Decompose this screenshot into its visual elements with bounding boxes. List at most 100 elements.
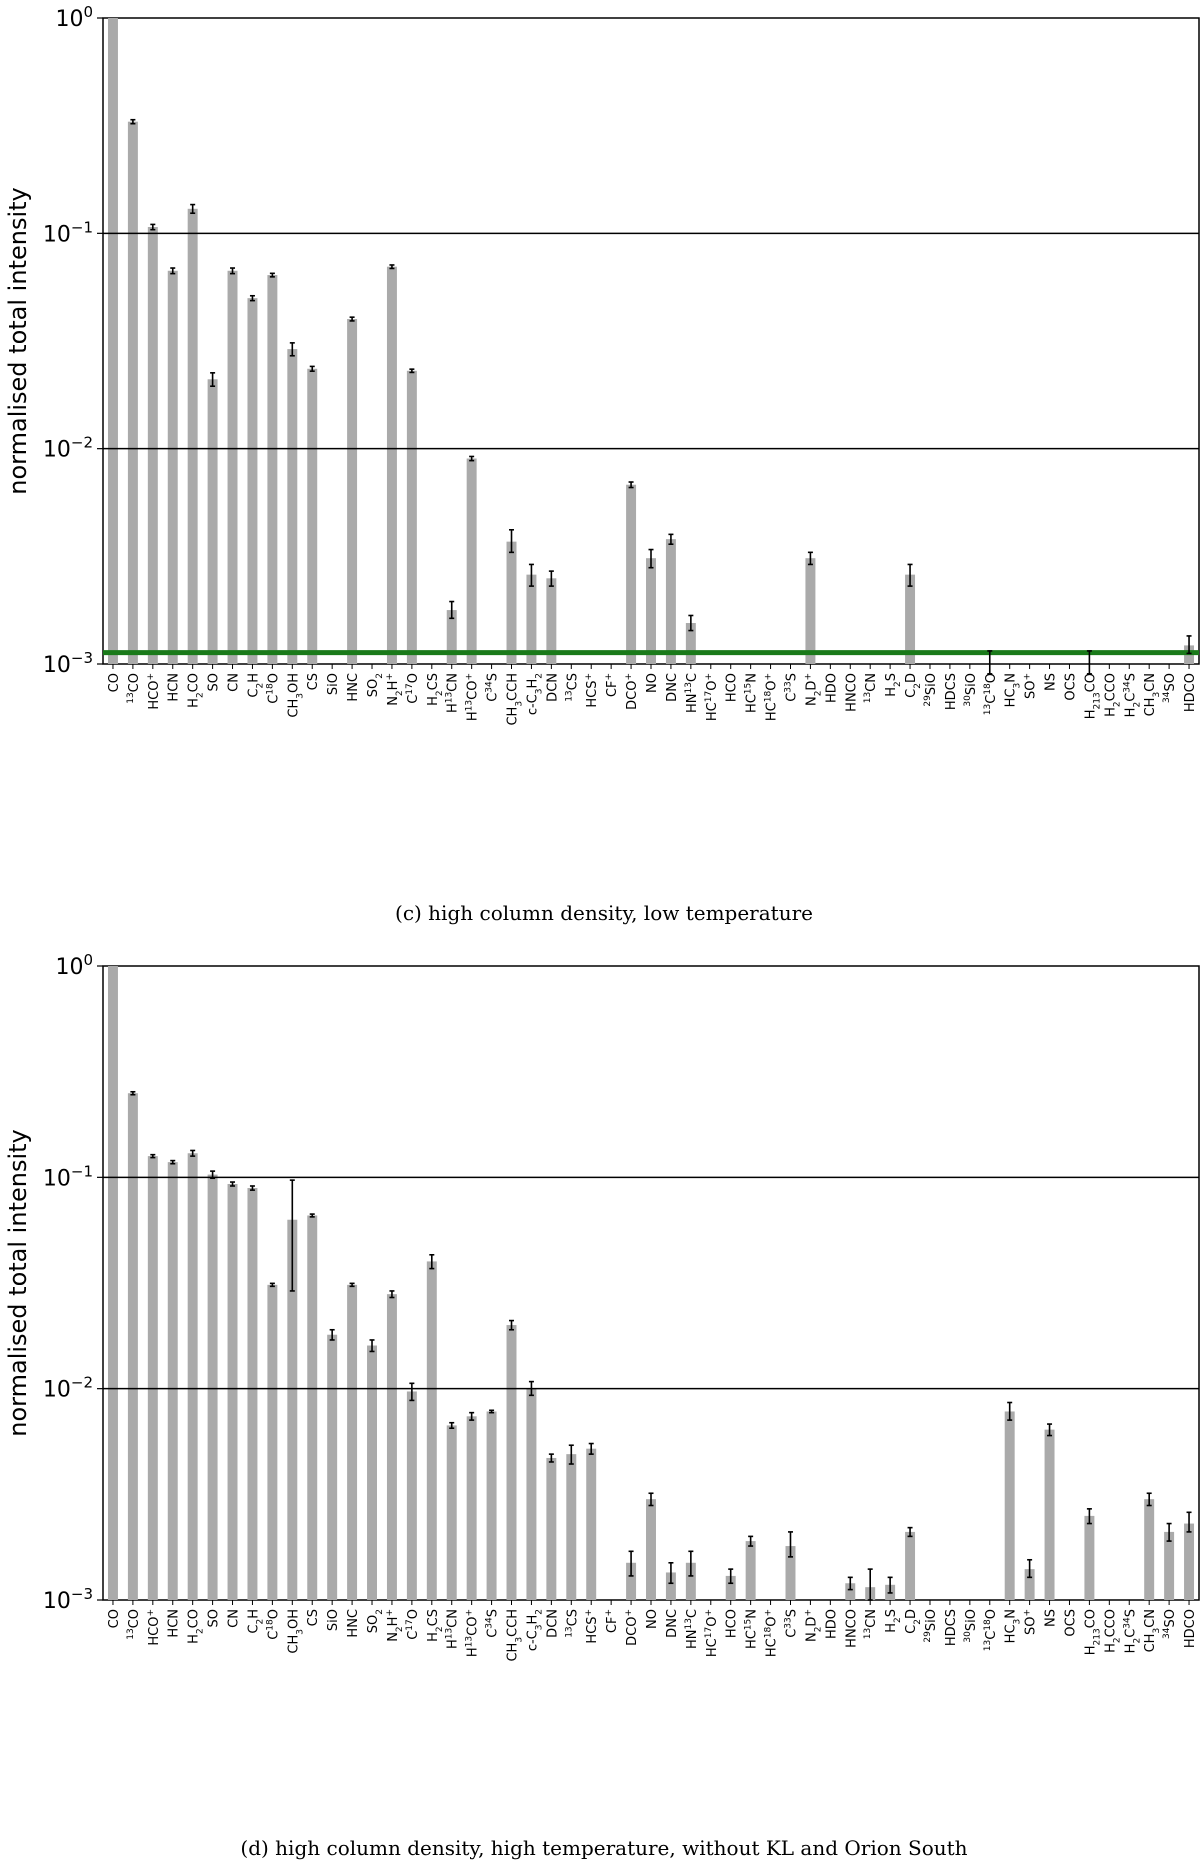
x-tick-label: H13CN bbox=[445, 1609, 461, 1649]
x-tick-label: SO2 bbox=[366, 1609, 385, 1633]
bar bbox=[1164, 1531, 1175, 1600]
x-tick-label: H2CS bbox=[426, 673, 445, 706]
bar bbox=[745, 1541, 756, 1600]
x-tick-label: HDCS bbox=[944, 673, 959, 710]
category-label: 30SiO bbox=[963, 673, 979, 707]
x-tick-label: CN bbox=[227, 1609, 242, 1628]
error-bar bbox=[847, 1576, 853, 1591]
error-bar bbox=[489, 1409, 495, 1414]
error-bar bbox=[369, 1339, 375, 1353]
x-tick-label: DCO+ bbox=[624, 1609, 640, 1646]
category-label: HDO bbox=[824, 673, 839, 703]
x-tick-label: C33S bbox=[783, 1609, 799, 1638]
bar bbox=[1044, 1429, 1055, 1600]
bar bbox=[845, 1583, 856, 1600]
error-bar bbox=[1007, 1401, 1013, 1421]
category-label: CS bbox=[306, 1609, 321, 1626]
x-tick-label: NO bbox=[645, 1609, 660, 1629]
category-label: H2CS bbox=[426, 673, 445, 706]
category-label: HNCO bbox=[844, 673, 859, 712]
bar bbox=[367, 1345, 377, 1600]
x-tick-label: CH3CN bbox=[1143, 673, 1162, 716]
category-label: DCO+ bbox=[624, 673, 640, 710]
bar bbox=[247, 1188, 258, 1600]
bar bbox=[127, 121, 138, 665]
category-label: DNC bbox=[665, 673, 680, 702]
x-tick-label: HC17O+ bbox=[704, 1609, 720, 1657]
error-bar bbox=[648, 548, 654, 569]
category-label: H13CN bbox=[445, 673, 461, 713]
x-tick-label: CF+ bbox=[604, 1609, 620, 1633]
y-tick-label: 10−1 bbox=[43, 218, 93, 247]
x-tick-label: HNC bbox=[346, 673, 361, 702]
x-tick-label: 13C18O bbox=[983, 673, 999, 715]
category-label: H2C34S bbox=[1122, 673, 1142, 717]
bar bbox=[287, 1219, 298, 1600]
error-bar bbox=[807, 551, 813, 566]
x-tick-label: N2D+ bbox=[803, 673, 823, 706]
bar bbox=[506, 541, 517, 664]
category-label: CO bbox=[107, 1609, 122, 1628]
category-label: HCN bbox=[167, 1609, 182, 1638]
category-label: CF+ bbox=[604, 1609, 620, 1633]
x-tick-label: 13CN bbox=[863, 673, 879, 703]
x-tick-label: C17O bbox=[405, 1609, 421, 1640]
error-bar bbox=[668, 533, 674, 546]
category-label: 29SiO bbox=[923, 673, 939, 707]
x-tick-label: CS bbox=[306, 1609, 321, 1626]
x-tick-label: CH3OH bbox=[286, 1609, 305, 1654]
error-bar bbox=[409, 1382, 415, 1402]
category-label: 13CS bbox=[564, 1609, 580, 1638]
x-tick-label: SO bbox=[207, 673, 222, 691]
error-bar bbox=[269, 1282, 275, 1288]
error-bar bbox=[1146, 1492, 1152, 1507]
category-label: SO bbox=[207, 673, 222, 691]
category-label: HC3N bbox=[1004, 673, 1023, 707]
error-bar bbox=[469, 455, 475, 462]
bar bbox=[207, 379, 218, 664]
error-bar bbox=[728, 1568, 734, 1585]
x-tick-label: 13CS bbox=[564, 1609, 580, 1638]
x-tick-label: OCS bbox=[1063, 673, 1078, 701]
x-tick-label: HCS+ bbox=[584, 1609, 600, 1644]
error-bar bbox=[688, 614, 694, 632]
x-tick-label: HCO+ bbox=[146, 1609, 162, 1646]
x-tick-label: 30SiO bbox=[963, 673, 979, 707]
panel-c-chart: 100 10−1 10−2 10−3 normalised total intensit… bbox=[4, 3, 1200, 726]
error-bar bbox=[249, 1185, 255, 1191]
x-tick-label: HCN bbox=[167, 1609, 182, 1638]
category-label: HDCO bbox=[1183, 1609, 1198, 1648]
bar bbox=[725, 1575, 736, 1600]
x-tick-label: H213CO bbox=[1083, 1609, 1102, 1655]
x-tick-label: SiO bbox=[326, 673, 341, 695]
x-tick-label: CO bbox=[107, 673, 122, 692]
x-tick-label: H2CCO bbox=[1103, 1609, 1122, 1653]
x-tick-label: 34SO bbox=[1162, 673, 1178, 703]
x-tick-label: C2H bbox=[246, 1609, 265, 1634]
x-tick-label: 13CO bbox=[126, 673, 142, 704]
category-label: SO+ bbox=[1023, 673, 1039, 699]
bar bbox=[685, 1562, 696, 1600]
x-tick-label: HDO bbox=[824, 1609, 839, 1639]
category-label: C2H bbox=[246, 673, 265, 698]
x-tick-label: NS bbox=[1044, 1609, 1059, 1627]
x-tick-label: C18O bbox=[265, 1609, 281, 1640]
error-bar bbox=[230, 1181, 236, 1187]
bar bbox=[646, 1499, 656, 1600]
x-tick-label: C2H bbox=[246, 673, 265, 698]
category-label: H13CO+ bbox=[465, 673, 481, 721]
category-label: CH3CN bbox=[1143, 1609, 1162, 1652]
category-label: CN bbox=[227, 673, 242, 692]
x-tick-label: C18O bbox=[265, 673, 281, 704]
category-label: C34S bbox=[485, 1609, 501, 1638]
category-label: SiO bbox=[326, 673, 341, 695]
error-bar bbox=[130, 1090, 136, 1096]
error-bar bbox=[628, 481, 634, 489]
bar bbox=[327, 1334, 338, 1600]
panel-d-caption: (d) high column density, high temperatur… bbox=[240, 1836, 967, 1860]
bar bbox=[207, 1174, 218, 1600]
y-tick-label: 10−1 bbox=[43, 1162, 93, 1191]
x-tick-label: HDCO bbox=[1183, 673, 1198, 712]
category-label: HNC bbox=[346, 1609, 361, 1638]
bar bbox=[187, 208, 198, 664]
